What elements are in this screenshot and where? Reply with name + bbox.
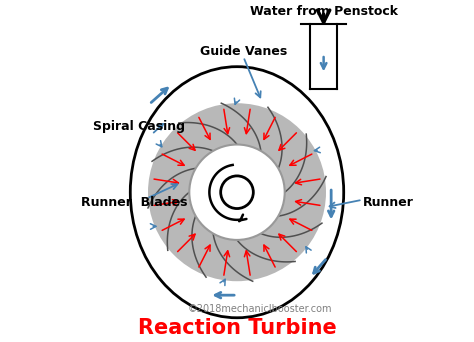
Text: Runner  Blades: Runner Blades xyxy=(81,196,187,209)
Circle shape xyxy=(189,145,285,240)
Text: Spiral Casing: Spiral Casing xyxy=(93,120,185,133)
Text: Runner: Runner xyxy=(363,196,413,209)
Text: Guide Vanes: Guide Vanes xyxy=(200,45,287,58)
Circle shape xyxy=(221,176,253,209)
Text: Reaction Turbine: Reaction Turbine xyxy=(137,318,337,338)
Circle shape xyxy=(146,102,328,282)
Text: ©2018mechaniclbooster.com: ©2018mechaniclbooster.com xyxy=(187,304,332,314)
Text: Water from Penstock: Water from Penstock xyxy=(250,5,398,18)
Ellipse shape xyxy=(130,67,344,318)
